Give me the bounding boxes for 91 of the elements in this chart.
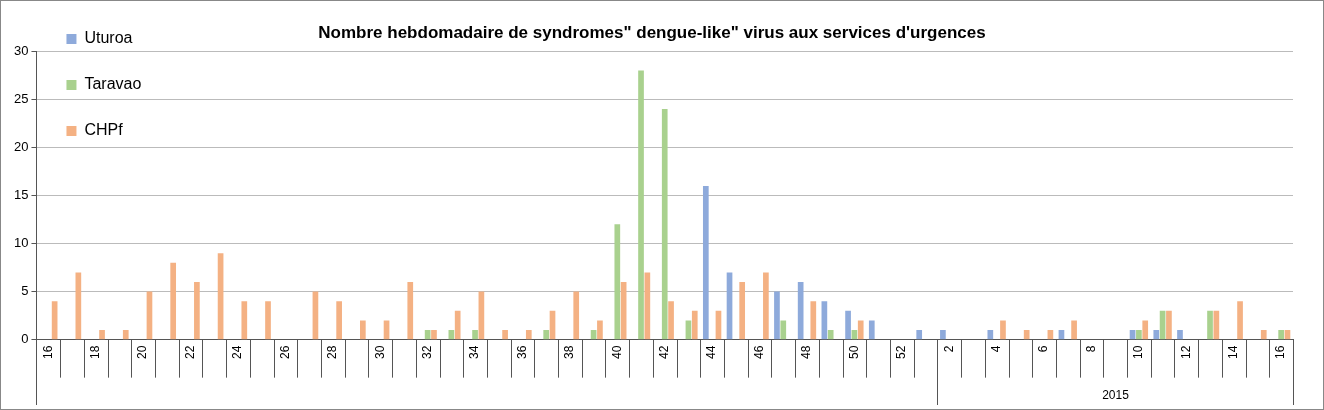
bar [940, 330, 946, 340]
y-tick-label: 30 [13, 42, 29, 58]
y-tick-label: 20 [13, 139, 29, 155]
bar [638, 70, 644, 340]
bar [1177, 330, 1183, 340]
bar [685, 320, 692, 340]
bar [739, 282, 746, 340]
x-tick-label: 32 [419, 345, 434, 360]
bar [857, 320, 864, 340]
y-tick-label: 0 [21, 331, 29, 347]
bar [1213, 310, 1220, 340]
text: 2015 [1102, 387, 1130, 402]
bar [525, 330, 532, 340]
bar [407, 282, 414, 340]
x-tick-label: 4 [988, 345, 1003, 353]
bar [1237, 301, 1243, 340]
bar [383, 320, 390, 340]
x-tick-label: 48 [799, 345, 814, 360]
x-tick-label: 38 [562, 345, 577, 360]
bar [241, 301, 248, 340]
y-tick-label: 10 [13, 235, 29, 251]
x-tick-label: 40 [609, 345, 624, 360]
x-tick-label: 16 [40, 345, 55, 360]
x-tick-label: 16 [1273, 345, 1288, 360]
bar [827, 330, 834, 340]
x-tick-label: 28 [325, 345, 340, 360]
bar [502, 330, 508, 340]
bar [845, 310, 851, 340]
bar [661, 109, 668, 340]
y-tick-label: 25 [13, 91, 29, 107]
bar [868, 320, 875, 340]
y-tick-label: 15 [13, 187, 29, 203]
x-tick-label: 34 [467, 345, 482, 360]
chart-title: Nombre hebdomadaire de syndromes" dengue-like" virus aux services d'urgences [318, 22, 986, 42]
bar [774, 291, 780, 340]
x-tick-label: 26 [277, 345, 292, 360]
bar [1071, 320, 1077, 340]
x-tick-label: 50 [846, 345, 861, 360]
bar [454, 310, 461, 340]
bar [644, 272, 651, 340]
x-tick-label: 8 [1083, 345, 1098, 353]
legend-label: CHPf [84, 121, 124, 139]
x-tick-label: 44 [704, 345, 719, 360]
bar [99, 330, 105, 340]
x-tick-label: 22 [182, 345, 197, 360]
bar [702, 185, 709, 340]
bar [614, 224, 621, 340]
legend-label: Taravao [84, 75, 142, 93]
bar [916, 330, 923, 340]
bar [336, 301, 342, 340]
bar [668, 301, 674, 340]
bar [810, 301, 817, 340]
x-tick-label: 52 [894, 345, 909, 360]
x-tick-label: 18 [88, 345, 103, 360]
bar [573, 291, 580, 340]
bar [431, 330, 437, 340]
bar [1000, 320, 1006, 340]
bar [543, 330, 550, 340]
y-tick-label: 5 [21, 283, 29, 299]
bar [763, 272, 769, 340]
bar [780, 320, 787, 340]
legend-label: Uturoa [84, 29, 133, 47]
bar [987, 330, 994, 340]
x-tick-label: 2 [941, 345, 956, 353]
bar [472, 330, 478, 340]
bar [265, 301, 271, 340]
x-tick-label: 12 [1178, 345, 1193, 360]
bar [691, 310, 698, 340]
x-tick-label: 36 [514, 345, 529, 360]
x-tick-label: 42 [657, 345, 672, 360]
bar [1207, 310, 1213, 340]
bar [1136, 330, 1142, 340]
bar [1166, 310, 1172, 340]
bar [1023, 330, 1030, 340]
x-tick-label: 20 [135, 345, 150, 360]
bar [1260, 330, 1267, 340]
x-tick-label: 30 [372, 345, 387, 360]
bar [597, 320, 603, 340]
bar [122, 330, 129, 340]
bar [194, 282, 200, 340]
bar [797, 282, 804, 340]
x-tick-label: 6 [1036, 345, 1051, 353]
bar [1153, 330, 1160, 340]
x-tick-label: 24 [230, 345, 245, 360]
x-tick-label: 14 [1226, 345, 1241, 360]
x-tick-label: 10 [1131, 345, 1146, 360]
bar [360, 320, 366, 340]
x-tick-label: 46 [751, 345, 766, 360]
bar [1278, 330, 1284, 340]
bar [170, 262, 177, 340]
bar [1142, 320, 1149, 340]
